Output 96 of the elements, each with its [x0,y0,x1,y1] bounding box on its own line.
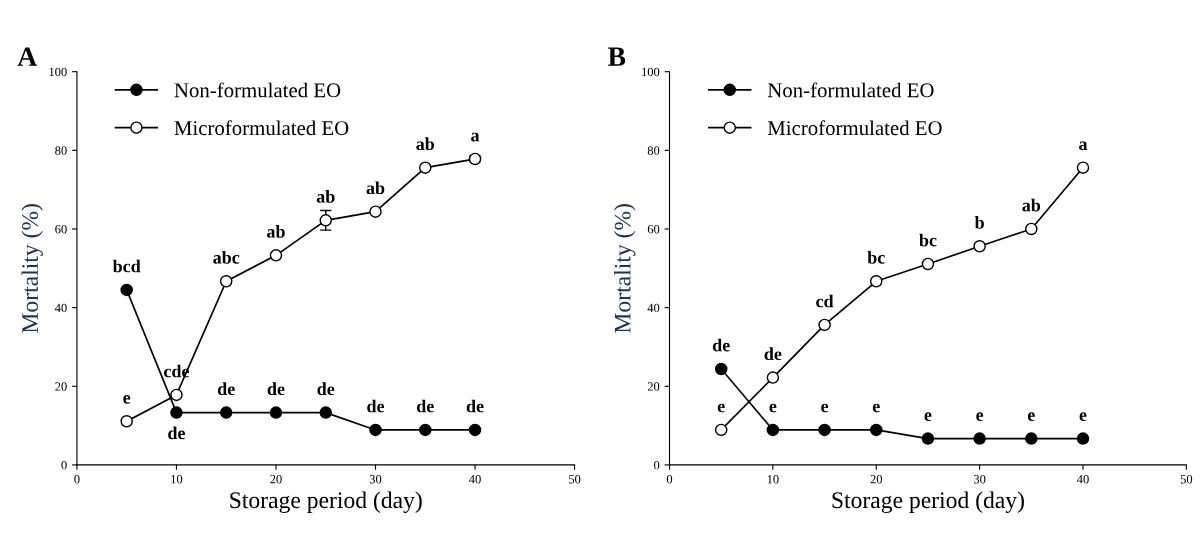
y-tick-label: 100 [642,67,660,77]
annotation: ab [267,225,285,238]
annotation: de [317,382,335,396]
annotation: a [1079,141,1088,151]
point [269,249,283,262]
y-tick-label: 20 [55,382,67,391]
point [120,283,133,297]
annotation: de [217,382,235,396]
point [870,423,883,437]
x-axis-title: Storage period (day) [832,491,1024,514]
legend-label: Microformulated EO [767,120,942,136]
point [973,432,986,445]
annotation: e [1079,412,1087,421]
point [120,415,133,428]
annotation: bc [919,233,937,247]
y-tick-label: 0 [654,460,660,470]
annotation: e [872,403,880,413]
y-tick-label: 40 [54,303,67,313]
x-tick-label: 50 [569,475,581,484]
x-tick-label: 0 [74,475,80,484]
annotation: de [712,338,730,352]
point [1076,161,1090,174]
annotation: bcd [112,259,141,273]
point [1025,222,1038,236]
point [170,388,183,402]
point [468,423,482,437]
x-axis-title: Storage period (day) [230,491,422,514]
x-tick-label: 40 [1077,475,1089,484]
y-tick-label: 40 [647,303,660,313]
point [818,318,831,332]
y-tick-label: 100 [49,67,67,77]
point [1076,432,1090,445]
chart-title: B [607,47,626,66]
y-tick-label: 80 [647,146,660,155]
point [714,423,728,437]
x-tick-label: 40 [469,475,481,484]
annotation: de [466,399,484,413]
y-axis-title: Mortality (%) [21,204,43,333]
x-tick-label: 30 [369,475,382,484]
annotation: b [974,216,984,229]
legend-label: Non-formulated EO [767,82,934,98]
point [369,423,382,437]
chart-title: A [17,47,38,66]
point [1025,432,1038,445]
point [921,257,935,271]
y-tick-label: 60 [55,225,67,234]
y-tick-label: 0 [61,460,67,470]
annotation: e [123,395,131,404]
annotation: ab [316,190,335,203]
point [219,406,233,419]
annotation: de [367,399,385,413]
annotation: e [717,403,725,413]
point [219,275,233,288]
point [369,205,382,218]
point [818,423,831,437]
point [973,240,986,253]
y-tick-label: 20 [647,382,660,391]
annotation: e [821,403,829,413]
point [870,275,883,288]
annotation: ab [1022,198,1041,212]
x-tick-label: 20 [270,475,282,484]
annotation: ab [416,137,435,151]
annotation: de [416,399,434,413]
annotation: ab [366,181,385,195]
point [766,371,780,384]
point [269,406,283,419]
point [921,432,935,445]
annotation: e [769,403,777,413]
point [419,423,432,437]
point [319,406,332,419]
annotation: de [764,347,782,361]
y-axis-title: Mortality (%) [614,204,636,333]
y-tick-label: 60 [647,225,660,234]
annotation: e [1027,412,1035,421]
annotation: abc [213,251,240,264]
point [170,406,183,419]
x-tick-label: 10 [767,475,779,484]
x-tick-label: 10 [171,475,183,484]
legend-label: Non-formulated EO [174,82,341,98]
x-tick-label: 0 [666,475,673,484]
point [766,423,780,437]
x-tick-label: 20 [870,475,883,484]
y-tick-label: 80 [55,146,67,155]
annotation: de [267,382,285,396]
legend-label: Microformulated EO [174,120,349,136]
point [714,362,728,376]
point [419,161,432,174]
annotation: a [471,132,480,142]
annotation: e [976,412,984,421]
annotation: cd [816,294,834,308]
annotation: bc [867,251,885,264]
x-tick-label: 30 [973,475,986,484]
point [319,214,332,227]
x-tick-label: 50 [1180,475,1193,484]
annotation: de [168,426,186,440]
annotation: e [924,412,932,421]
